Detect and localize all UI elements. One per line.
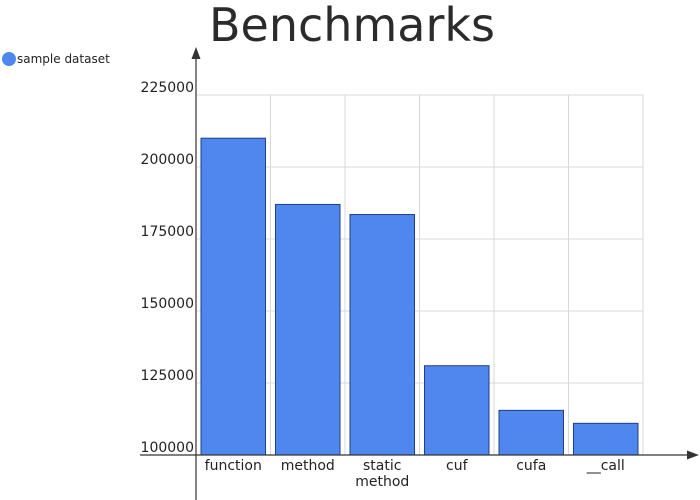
y-tick-label-1: 125000	[141, 368, 194, 384]
y-axis-arrow	[191, 47, 201, 59]
x-category-label-1: method	[281, 458, 335, 474]
y-tick-label-2: 150000	[141, 296, 194, 312]
y-tick-label-3: 175000	[141, 224, 194, 240]
x-category-label-2-line-1: method	[355, 474, 409, 490]
x-category-label-5: __call	[586, 458, 625, 474]
y-tick-label-4: 200000	[141, 152, 194, 168]
grid	[196, 94, 644, 456]
bar-method	[275, 203, 341, 456]
bar-function	[200, 137, 266, 456]
legend: sample dataset	[2, 52, 110, 66]
y-tick-label-5: 225000	[141, 80, 194, 96]
x-category-label-2-line-0: static	[363, 458, 401, 474]
bar-cuf	[424, 365, 490, 456]
x-axis-arrow	[687, 450, 699, 460]
axes	[140, 47, 699, 500]
x-category-label-0: function	[205, 458, 262, 474]
bar-cufa	[498, 409, 564, 456]
x-category-label-3: cuf	[446, 458, 469, 474]
bars	[200, 137, 639, 456]
y-tick-label-0: 100000	[141, 440, 194, 456]
bar-static-method	[349, 214, 415, 456]
legend-marker	[2, 52, 16, 66]
y-axis-ticks: 100000 125000 150000 175000 200000 225000	[141, 80, 194, 456]
chart-title: Benchmarks	[209, 0, 495, 52]
bar-call	[573, 422, 639, 456]
legend-label-sample-dataset: sample dataset	[17, 52, 110, 66]
x-category-label-4: cufa	[516, 458, 546, 474]
